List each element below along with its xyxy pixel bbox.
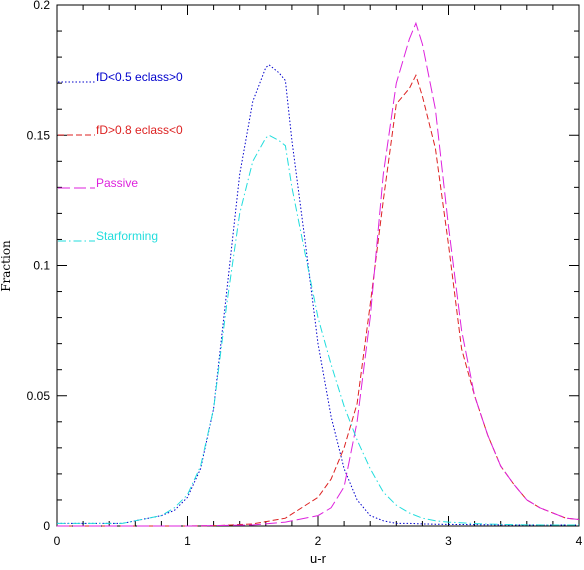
x-tick-label: 0	[54, 534, 61, 548]
series-line-1	[57, 73, 580, 527]
legend: fD<0.5 eclass>0 fD>0.8 eclass<0 Passive Sta…	[58, 70, 183, 243]
y-tick-label: 0.2	[33, 0, 50, 12]
legend-label: Starforming	[96, 229, 158, 243]
y-tick-label: 0.05	[27, 389, 51, 403]
legend-label: Passive	[96, 176, 138, 190]
y-tick-label: 0	[43, 519, 50, 533]
x-tick-label: 1	[184, 534, 191, 548]
series-lines	[57, 21, 580, 527]
y-axis-ticks: 0 0.05 0.1 0.15 0.2	[27, 0, 579, 533]
x-tick-label: 2	[315, 534, 322, 548]
x-tick-label: 4	[576, 534, 583, 548]
x-tick-label: 3	[445, 534, 452, 548]
x-axis-ticks: 0 1 2 3 4	[54, 5, 583, 548]
x-axis-label: u-r	[310, 551, 327, 566]
y-tick-label: 0.1	[33, 259, 50, 273]
legend-label: fD>0.8 eclass<0	[96, 123, 183, 137]
series-line-3	[57, 134, 579, 526]
y-tick-label: 0.15	[27, 128, 51, 142]
series-line-0	[57, 64, 579, 526]
y-axis-label: Fraction	[0, 240, 13, 292]
legend-label: fD<0.5 eclass>0	[96, 70, 183, 84]
series-line-2	[57, 21, 580, 527]
